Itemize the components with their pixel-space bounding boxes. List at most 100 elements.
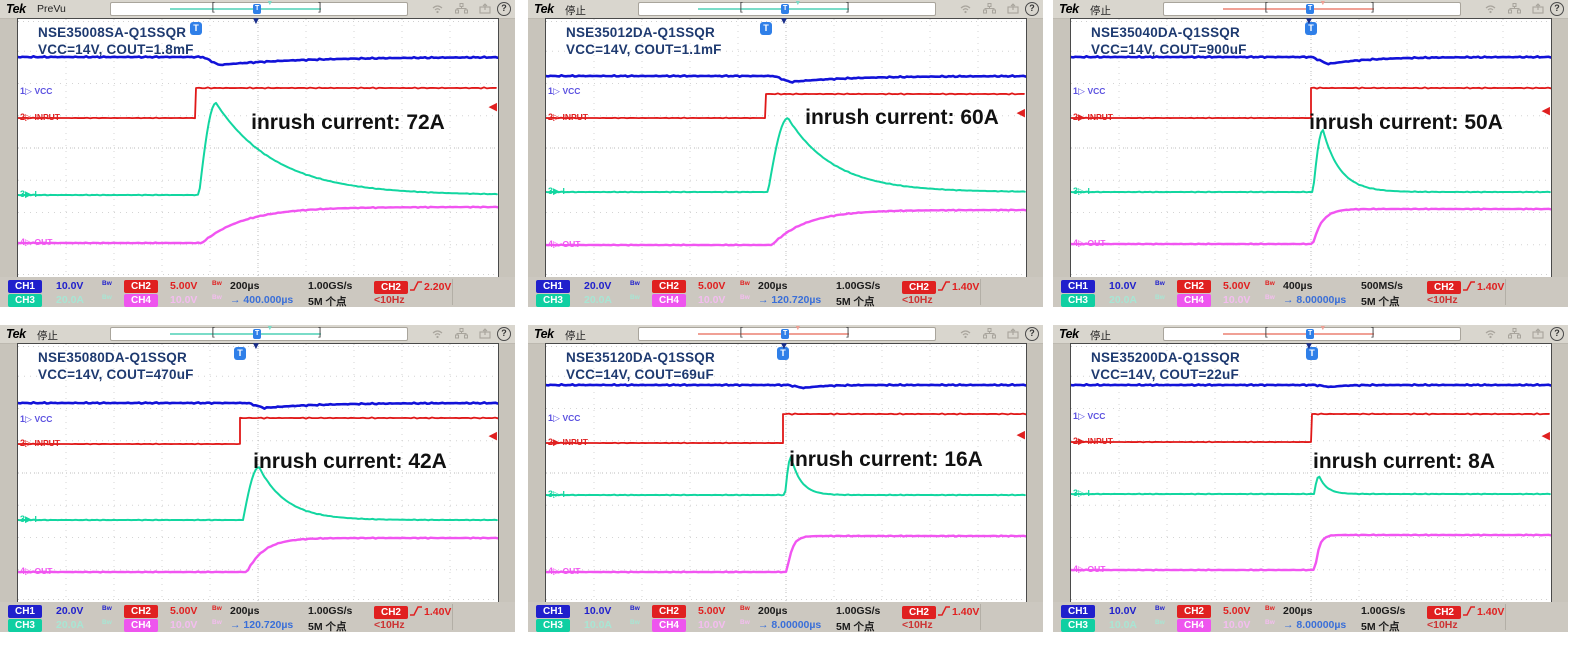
minimap-zoom-bracket-left[interactable]: [ (739, 1, 743, 13)
ch3-badge[interactable]: CH3 (8, 619, 42, 632)
trigger-level-icon[interactable]: ◀ (1541, 430, 1550, 442)
ch1-badge[interactable]: CH1 (8, 605, 42, 618)
wifi-icon[interactable] (1484, 3, 1497, 14)
wifi-icon[interactable] (959, 328, 972, 339)
timebase-readout[interactable]: 200µs (1283, 605, 1313, 617)
ch4-badge[interactable]: CH4 (652, 294, 686, 307)
trigger-position-icon[interactable]: ▼ (1304, 341, 1314, 352)
ch4-badge[interactable]: CH4 (124, 619, 158, 632)
ch4-badge[interactable]: CH4 (1177, 294, 1211, 307)
ch2-badge[interactable]: CH2 (124, 605, 158, 618)
trigger-position-icon[interactable]: ▼ (1304, 16, 1314, 27)
wifi-icon[interactable] (431, 328, 444, 339)
trigger-level-icon[interactable]: ◀ (1016, 429, 1025, 441)
ch3-badge[interactable]: CH3 (536, 294, 570, 307)
trigger-level-icon[interactable]: ◀ (1541, 105, 1550, 117)
minimap-zoom-bracket-left[interactable]: [ (211, 1, 215, 13)
trigger-position-icon[interactable]: ▼ (251, 341, 261, 352)
ch1-badge[interactable]: CH1 (536, 605, 570, 618)
wifi-icon[interactable] (431, 3, 444, 14)
minimap-zoom-bracket-left[interactable]: [ (1264, 326, 1268, 338)
export-icon[interactable] (1007, 3, 1019, 14)
trigger-flag-icon[interactable]: T (777, 347, 789, 360)
ch1-badge[interactable]: CH1 (536, 280, 570, 293)
ch3-badge[interactable]: CH3 (536, 619, 570, 632)
minimap-zoom-bracket-left[interactable]: [ (211, 326, 215, 338)
export-icon[interactable] (1007, 328, 1019, 339)
trigger-readout[interactable]: CH2 1.40V (902, 605, 979, 619)
trigger-level-icon[interactable]: ◀ (1016, 107, 1025, 119)
ch3-badge[interactable]: CH3 (1061, 619, 1095, 632)
timebase-readout[interactable]: 200µs (758, 605, 788, 617)
ch2-badge[interactable]: CH2 (652, 280, 686, 293)
timebase-readout[interactable]: 200µs (758, 280, 788, 292)
timebase-readout[interactable]: 200µs (230, 605, 260, 617)
trigger-flag-icon[interactable]: T (1305, 22, 1317, 35)
trigger-position-icon[interactable]: ▼ (779, 341, 789, 352)
trigger-flag-icon[interactable]: T (760, 22, 772, 35)
delay-readout[interactable]: → 120.720µs (758, 294, 821, 306)
minimap-zoom-bracket-right[interactable]: ] (1371, 326, 1375, 338)
ch2-badge[interactable]: CH2 (1177, 605, 1211, 618)
trigger-readout[interactable]: CH2 2.20V (374, 280, 451, 294)
help-icon[interactable]: ? (1025, 2, 1039, 16)
ch2-badge[interactable]: CH2 (1177, 280, 1211, 293)
ch2-badge[interactable]: CH2 (652, 605, 686, 618)
minimap-zoom-bracket-right[interactable]: ] (846, 326, 850, 338)
help-icon[interactable]: ? (497, 327, 511, 341)
trigger-readout[interactable]: CH2 1.40V (374, 605, 451, 619)
minimap-trigger-pill[interactable]: T (781, 329, 790, 339)
network-icon[interactable] (455, 328, 468, 339)
minimap-trigger-pill[interactable]: T (781, 4, 790, 14)
trigger-level-icon[interactable]: ◀ (488, 430, 497, 442)
record-view-minimap[interactable]: [ ] T ▼ (110, 325, 408, 341)
minimap-zoom-bracket-right[interactable]: ] (318, 326, 322, 338)
minimap-trigger-pill[interactable]: T (1306, 4, 1315, 14)
trigger-flag-icon[interactable]: T (190, 22, 202, 35)
trigger-readout[interactable]: CH2 1.40V (1427, 280, 1504, 294)
minimap-zoom-bracket-right[interactable]: ] (1371, 1, 1375, 13)
trigger-readout[interactable]: CH2 1.40V (1427, 605, 1504, 619)
trigger-level-icon[interactable]: ◀ (488, 101, 497, 113)
help-icon[interactable]: ? (1550, 2, 1564, 16)
trigger-position-icon[interactable]: ▼ (779, 16, 789, 27)
timebase-readout[interactable]: 200µs (230, 280, 260, 292)
delay-readout[interactable]: → 120.720µs (230, 619, 293, 631)
trigger-readout[interactable]: CH2 1.40V (902, 280, 979, 294)
export-icon[interactable] (1532, 328, 1544, 339)
trigger-flag-icon[interactable]: T (1306, 347, 1318, 360)
help-icon[interactable]: ? (1025, 327, 1039, 341)
wifi-icon[interactable] (959, 3, 972, 14)
ch3-badge[interactable]: CH3 (8, 294, 42, 307)
minimap-zoom-bracket-left[interactable]: [ (1264, 1, 1268, 13)
trigger-position-icon[interactable]: ▼ (251, 16, 261, 27)
minimap-trigger-pill[interactable]: T (253, 329, 262, 339)
ch4-badge[interactable]: CH4 (1177, 619, 1211, 632)
network-icon[interactable] (983, 328, 996, 339)
record-view-minimap[interactable]: [ ] T ▼ (1163, 0, 1461, 16)
minimap-zoom-bracket-right[interactable]: ] (846, 1, 850, 13)
ch1-badge[interactable]: CH1 (8, 280, 42, 293)
record-view-minimap[interactable]: [ ] T ▼ (110, 0, 408, 16)
help-icon[interactable]: ? (1550, 327, 1564, 341)
export-icon[interactable] (479, 328, 491, 339)
record-view-minimap[interactable]: [ ] T ▼ (638, 325, 936, 341)
record-view-minimap[interactable]: [ ] T ▼ (638, 0, 936, 16)
ch3-badge[interactable]: CH3 (1061, 294, 1095, 307)
ch4-badge[interactable]: CH4 (124, 294, 158, 307)
minimap-trigger-pill[interactable]: T (1306, 329, 1315, 339)
minimap-trigger-pill[interactable]: T (253, 4, 262, 14)
network-icon[interactable] (983, 3, 996, 14)
export-icon[interactable] (1532, 3, 1544, 14)
ch1-badge[interactable]: CH1 (1061, 605, 1095, 618)
trigger-flag-icon[interactable]: T (234, 347, 246, 360)
minimap-zoom-bracket-left[interactable]: [ (739, 326, 743, 338)
delay-readout[interactable]: → 400.000µs (230, 294, 293, 306)
delay-readout[interactable]: → 8.00000µs (1283, 619, 1346, 631)
export-icon[interactable] (479, 3, 491, 14)
network-icon[interactable] (455, 3, 468, 14)
help-icon[interactable]: ? (497, 2, 511, 16)
record-view-minimap[interactable]: [ ] T ▼ (1163, 325, 1461, 341)
minimap-zoom-bracket-right[interactable]: ] (318, 1, 322, 13)
ch4-badge[interactable]: CH4 (652, 619, 686, 632)
